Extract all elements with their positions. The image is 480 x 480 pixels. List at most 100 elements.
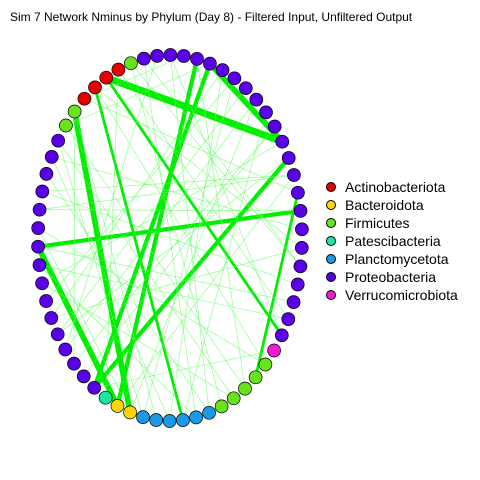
chart-title: Sim 7 Network Nminus by Phylum (Day 8) -… (10, 10, 413, 24)
network-node (281, 151, 296, 165)
legend-color-key (326, 254, 336, 264)
legend-color-key (326, 200, 336, 210)
network-edge (57, 88, 247, 335)
network-edge (39, 209, 301, 212)
network-node (287, 168, 301, 182)
legend-label: Planctomycetota (345, 251, 449, 267)
network-node (44, 311, 59, 325)
network-node (39, 294, 53, 308)
network-node (291, 185, 305, 200)
network-node (88, 80, 102, 95)
network-edge (57, 140, 144, 418)
network-node (162, 414, 177, 428)
network-node (31, 239, 45, 254)
network-node (136, 410, 150, 424)
network-edge (37, 227, 131, 413)
network-edge (71, 110, 133, 413)
network-node (32, 258, 47, 272)
legend-item: Verrucomicrobiota (326, 286, 458, 304)
network-node (267, 119, 282, 134)
network-node (51, 133, 66, 148)
legend-item: Patescibacteria (326, 232, 458, 250)
legend-item: Proteobacteria (326, 268, 458, 286)
network-node (111, 62, 126, 77)
legend-color-key (326, 182, 336, 192)
network-edge (39, 264, 197, 418)
network-node (124, 56, 138, 71)
network-edge (35, 245, 121, 408)
network-edge (105, 76, 283, 144)
network-node (293, 259, 308, 274)
network-node (150, 49, 164, 63)
network-node (39, 167, 54, 181)
network-edge (94, 87, 266, 365)
network-node (189, 410, 203, 425)
network-edge (51, 156, 170, 422)
network-edge (65, 99, 257, 350)
network-node (59, 118, 73, 133)
legend-item: Actinobacteriota (326, 178, 458, 196)
network-node (176, 413, 190, 427)
network-edge (105, 76, 283, 337)
network-node (267, 343, 281, 358)
network-edge (42, 174, 294, 192)
network-edge (39, 174, 294, 210)
network-node (274, 328, 289, 343)
network-node (31, 221, 46, 235)
legend-item: Bacteroidota (326, 196, 458, 214)
network-node (203, 56, 217, 71)
network-edge (93, 87, 185, 421)
legend-label: Bacteroidota (345, 197, 424, 213)
network-node (293, 204, 308, 218)
network-node (259, 105, 273, 120)
network-node (215, 63, 230, 77)
network-node (123, 405, 137, 420)
network-edge (65, 55, 158, 350)
network-edge (51, 69, 223, 319)
network-edge (94, 87, 302, 249)
network-edge (74, 111, 157, 421)
network-edge (196, 58, 246, 389)
network-node (35, 276, 49, 291)
network-edge (105, 69, 119, 398)
network-edge (38, 246, 294, 303)
network-node (163, 48, 178, 62)
network-node (149, 413, 164, 427)
network-node (50, 327, 65, 342)
network-node (99, 70, 114, 85)
network-edge (94, 350, 275, 389)
network-edge (57, 140, 234, 399)
nodes-layer (31, 48, 309, 428)
network-node (32, 202, 47, 217)
network-edge (254, 192, 300, 378)
legend-label: Firmicutes (345, 215, 410, 231)
network-edge (37, 208, 301, 249)
network-node (176, 49, 191, 63)
network-node (87, 380, 102, 395)
network-node (286, 295, 301, 309)
network-edge (117, 174, 295, 407)
network-node (202, 405, 216, 420)
network-node (295, 222, 309, 237)
legend-label: Actinobacteriota (345, 179, 446, 195)
network-edge (41, 141, 283, 284)
network-edge (143, 58, 197, 418)
legend-item: Planctomycetota (326, 250, 458, 268)
network-node (58, 342, 73, 357)
legend-color-key (326, 236, 336, 246)
network-edge (84, 55, 184, 99)
network-edge (39, 264, 289, 320)
network-edge (142, 78, 235, 418)
network-node (214, 399, 229, 414)
network-node (44, 150, 59, 164)
network-edge (143, 58, 301, 267)
network-node (137, 51, 151, 66)
network-node (249, 92, 264, 107)
network-edge (92, 62, 212, 389)
network-edge (118, 69, 289, 320)
network-node (77, 91, 92, 106)
network-node (227, 71, 242, 86)
legend-color-key (326, 218, 336, 228)
legend-label: Proteobacteria (345, 269, 437, 285)
